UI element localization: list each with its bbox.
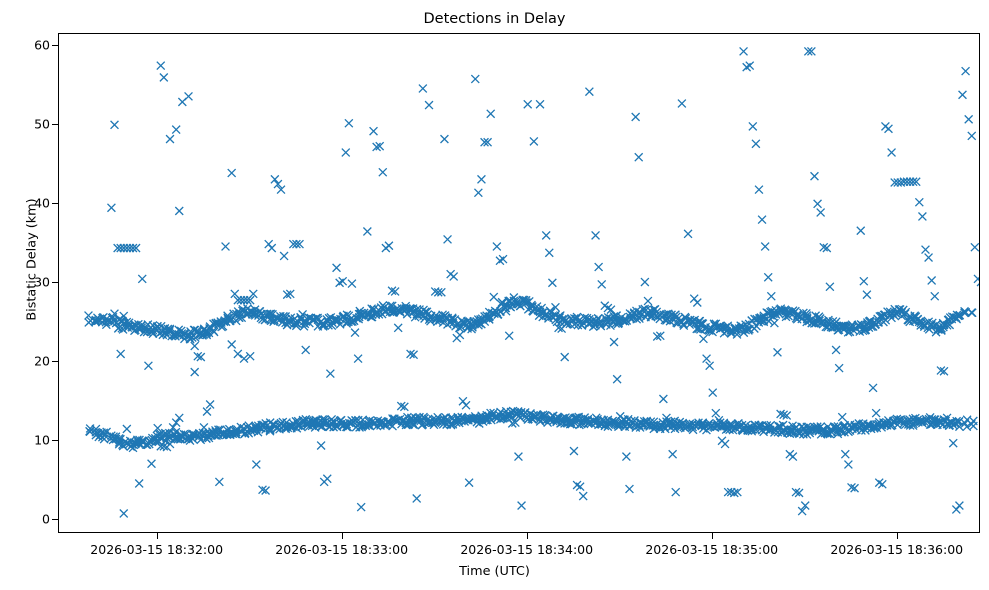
y-axis-tick-mark	[52, 44, 58, 46]
x-axis-tick-mark	[711, 533, 713, 539]
y-axis-tick-mark	[52, 439, 58, 441]
y-axis-tick-label: 10	[34, 432, 50, 448]
x-axis-label: Time (UTC)	[459, 564, 530, 579]
x-axis-tick-label: 2026-03-15 18:36:00	[830, 542, 964, 557]
y-axis-tick-mark	[52, 360, 58, 362]
x-axis-tick-label: 2026-03-15 18:35:00	[645, 542, 779, 557]
x-axis-tick-mark	[156, 533, 158, 539]
y-axis-tick-label: 0	[42, 511, 50, 527]
y-axis-tick-label: 60	[34, 37, 50, 53]
x-axis-tick-label: 2026-03-15 18:34:00	[460, 542, 594, 557]
y-axis-tick-mark	[52, 518, 58, 520]
y-axis-tick-mark	[52, 123, 58, 125]
x-axis-tick-label: 2026-03-15 18:33:00	[275, 542, 409, 557]
x-axis-tick-mark	[341, 533, 343, 539]
y-axis-tick-label: 30	[34, 274, 50, 290]
x-axis-tick-mark	[896, 533, 898, 539]
plot-area	[58, 33, 980, 533]
y-axis-tick-label: 50	[34, 116, 50, 132]
x-axis-tick-label: 2026-03-15 18:32:00	[90, 542, 224, 557]
x-axis-tick-mark	[526, 533, 528, 539]
scatter-points-layer	[84, 46, 979, 518]
y-axis-tick-labels: 0 10 20 30 40 50 60	[0, 0, 50, 590]
y-axis-tick-label: 20	[34, 353, 50, 369]
scatter-marker-group	[84, 46, 979, 518]
y-axis-tick-label: 40	[34, 195, 50, 211]
y-axis-tick-mark	[52, 281, 58, 283]
y-axis-label: Bistatic Delay (km)	[24, 198, 40, 321]
y-axis-tick-mark	[52, 202, 58, 204]
chart-title: Detections in Delay	[423, 11, 566, 27]
